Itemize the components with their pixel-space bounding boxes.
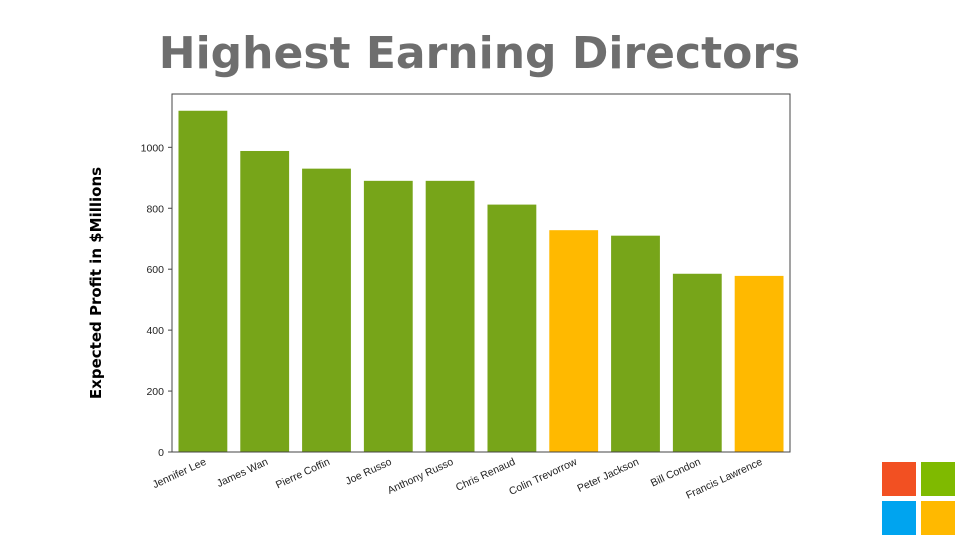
y-axis-ticks: 0 200 400 600 800 1000 xyxy=(141,142,172,459)
bar xyxy=(425,180,475,452)
bar xyxy=(363,180,413,452)
bar xyxy=(549,230,599,452)
bar xyxy=(672,273,722,452)
chart-title: Highest Earning Directors xyxy=(158,28,801,79)
microsoft-logo-icon xyxy=(882,462,957,537)
x-category-label: Colin Trevorrow xyxy=(507,456,579,498)
y-tick-label: 200 xyxy=(146,386,164,398)
x-category-label: Pierre Coffin xyxy=(274,456,332,492)
x-category-label: Peter Jackson xyxy=(575,456,641,495)
x-category-label: Anthony Russo xyxy=(386,456,456,497)
bar xyxy=(611,235,660,452)
bars xyxy=(178,110,784,453)
x-category-label: Jennifer Lee xyxy=(151,456,209,491)
x-category-label: James Wan xyxy=(215,456,270,490)
bar xyxy=(178,110,228,452)
plot-frame xyxy=(171,93,791,453)
y-tick-label: 1000 xyxy=(141,142,165,154)
bar xyxy=(487,204,537,452)
y-tick-label: 0 xyxy=(158,447,164,459)
bar xyxy=(734,275,784,452)
y-tick-label: 400 xyxy=(146,325,164,337)
x-category-label: Bill Condon xyxy=(649,456,703,490)
x-category-label: Joe Russo xyxy=(344,456,394,488)
bar xyxy=(302,168,351,453)
logo-square-blue xyxy=(882,501,916,535)
y-tick-label: 600 xyxy=(146,264,164,276)
x-axis-categories: Jennifer Lee James Wan Pierre Coffin Joe Ru… xyxy=(151,456,765,502)
logo-square-green xyxy=(921,462,955,496)
logo-square-red xyxy=(882,462,916,496)
bar xyxy=(240,150,290,452)
logo-square-yellow xyxy=(921,501,955,535)
y-tick-label: 800 xyxy=(146,203,164,215)
